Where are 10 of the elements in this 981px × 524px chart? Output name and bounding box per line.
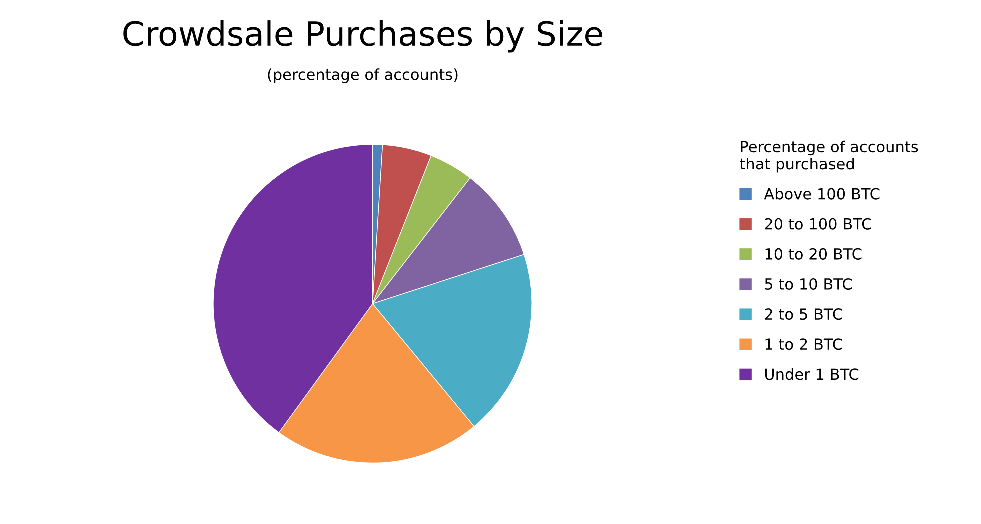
legend-label: Above 100 BTC [764,188,880,200]
legend-label: 5 to 10 BTC [765,278,852,290]
legend-title: Percentage of accounts that purchased [740,140,918,173]
legend-label: 2 to 5 BTC [765,308,842,320]
legend-label: 20 to 100 BTC [765,218,872,230]
legend-label: 10 to 20 BTC [766,248,862,260]
chart-title: Crowdsale Purchases by Size [124,20,602,53]
legend-label: 1 to 2 BTC [766,338,842,350]
chart-subtitle: (percentage of accounts) [268,68,458,84]
legend-label: Under 1 BTC [765,368,859,380]
